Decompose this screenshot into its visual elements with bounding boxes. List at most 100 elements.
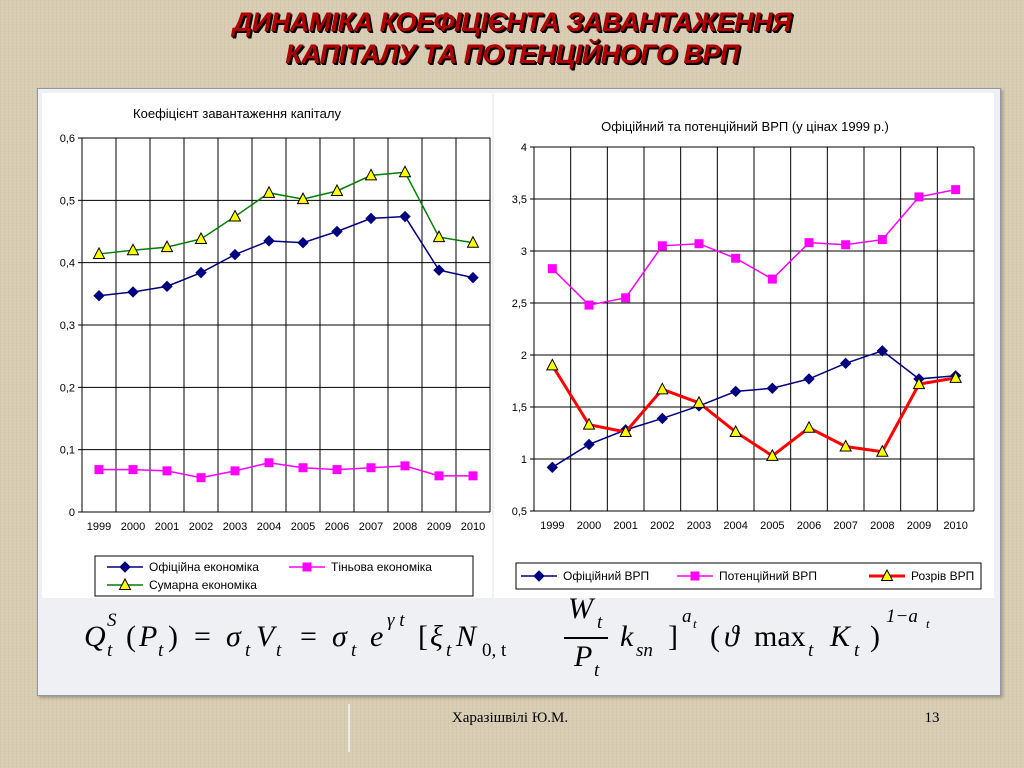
legend-marker — [880, 568, 894, 581]
formula-sigma1-sub: t — [245, 640, 251, 661]
legend-label: Офіційний ВРП — [563, 569, 649, 583]
data-point — [466, 235, 480, 248]
x-tick-label: 2008 — [393, 521, 417, 533]
series-line-2 — [551, 188, 956, 306]
data-point — [160, 240, 174, 253]
formula-Q-sup: S — [107, 610, 117, 631]
formula-k-sub: sn — [636, 640, 653, 661]
data-point — [196, 473, 206, 483]
formula-V: V — [256, 620, 275, 653]
data-point — [126, 243, 140, 256]
data-point — [228, 209, 242, 222]
data-point — [92, 246, 106, 259]
data-point — [400, 461, 410, 471]
chart-area — [42, 93, 492, 598]
formula-max: max — [754, 620, 806, 653]
formula-P1-sub: t — [158, 640, 164, 661]
formula-eq2: = — [300, 620, 317, 653]
x-tick-label: 2009 — [907, 520, 931, 532]
formula-P2-sub: t — [594, 660, 600, 681]
charts-svg: Коефіцієнт завантаження капіталу 0 0,1 0,2 0… — [42, 93, 994, 598]
x-tick-label: 2007 — [359, 521, 383, 533]
legend-marker — [118, 577, 132, 590]
data-point — [365, 212, 377, 225]
data-point — [468, 471, 478, 481]
data-point — [767, 274, 777, 284]
series-line-3 — [98, 171, 474, 255]
formula-Q: Q — [84, 620, 106, 653]
data-point — [803, 373, 815, 385]
data-point — [766, 448, 779, 461]
y-tick-label: 1,5 — [512, 402, 527, 414]
formula-Q-sub: t — [107, 640, 113, 661]
data-point — [656, 412, 669, 425]
data-point — [951, 185, 961, 195]
slide-title: ДИНАМІКА КОЕФІЦІЄНТА ЗАВАНТАЖЕННЯ КАПІТА… — [0, 6, 1024, 70]
chart-title: Коефіцієнт завантаження капіталу — [133, 106, 341, 121]
data-point — [621, 293, 631, 303]
data-point — [876, 345, 889, 357]
formula-P1: P — [139, 620, 158, 653]
legend-label: Розрів ВРП — [911, 569, 974, 583]
data-point — [839, 439, 852, 452]
data-point — [731, 253, 741, 263]
y-tick-label: 2,5 — [512, 298, 527, 310]
x-tick-label: 2004 — [723, 520, 747, 532]
y-tick-label: 4 — [521, 142, 527, 154]
formula-theta: ϑ — [724, 620, 739, 653]
data-point — [161, 280, 173, 293]
data-point — [298, 463, 308, 473]
y-tick-label: 3,5 — [512, 194, 527, 206]
legend-marker — [690, 571, 700, 581]
y-tick-label: 0,4 — [60, 258, 75, 270]
x-tick-label: 2008 — [870, 520, 894, 532]
formula-end-sup: 1−a — [886, 606, 918, 627]
chart-area — [494, 93, 994, 598]
data-point — [297, 237, 309, 249]
legend-marker — [302, 562, 312, 572]
data-point — [692, 395, 706, 408]
data-point — [547, 264, 557, 274]
data-point — [432, 230, 446, 243]
formula-W-sub: t — [597, 612, 603, 633]
data-point — [804, 238, 814, 248]
y-tick-label: 0,3 — [60, 320, 75, 332]
data-point — [619, 424, 632, 437]
legend-label: Сумарна економіка — [149, 578, 257, 592]
formula-e-sup: γ t — [387, 610, 405, 631]
chart-1: Коефіцієнт завантаження капіталу 0 0,1 0,2 0… — [42, 93, 492, 598]
formula-e: e — [370, 620, 384, 653]
series-line-2 — [99, 461, 473, 479]
chart-title: Офіційний та потенційний ВРП (у цінах 19… — [601, 119, 889, 134]
data-point — [194, 231, 208, 244]
data-point — [195, 266, 207, 279]
data-point — [128, 465, 138, 475]
data-point — [262, 185, 276, 198]
formula-N: N — [456, 620, 477, 653]
data-point — [802, 420, 816, 433]
data-point — [264, 458, 274, 468]
x-tick-label: 1999 — [540, 520, 564, 532]
formula-W: W — [568, 592, 593, 625]
x-tick-label: 2006 — [797, 520, 821, 532]
data-point — [766, 382, 779, 394]
series-line-1 — [551, 350, 956, 468]
data-point — [546, 461, 559, 474]
x-tick-label: 2007 — [833, 520, 857, 532]
data-point — [877, 235, 887, 245]
formula-lpar2: ( — [710, 620, 720, 653]
x-tick-label: 2000 — [577, 520, 601, 532]
legend-label: Офіційна економіка — [149, 560, 259, 574]
formula-bracket-sup-sub: t — [693, 616, 697, 631]
y-tick-label: 0,6 — [60, 133, 75, 145]
x-tick-label: 2001 — [155, 521, 179, 533]
x-tick-label: 2003 — [687, 520, 711, 532]
formula-sigma2-sub: t — [351, 640, 357, 661]
data-point — [729, 385, 742, 398]
y-tick-label: 0 — [69, 507, 75, 519]
chart-2: Офіційний та потенційний ВРП (у цінах 19… — [494, 93, 994, 598]
legend-marker — [533, 570, 545, 582]
data-point — [876, 444, 889, 457]
legend-label: Потенційний ВРП — [719, 569, 817, 583]
x-tick-label: 2004 — [257, 521, 281, 533]
